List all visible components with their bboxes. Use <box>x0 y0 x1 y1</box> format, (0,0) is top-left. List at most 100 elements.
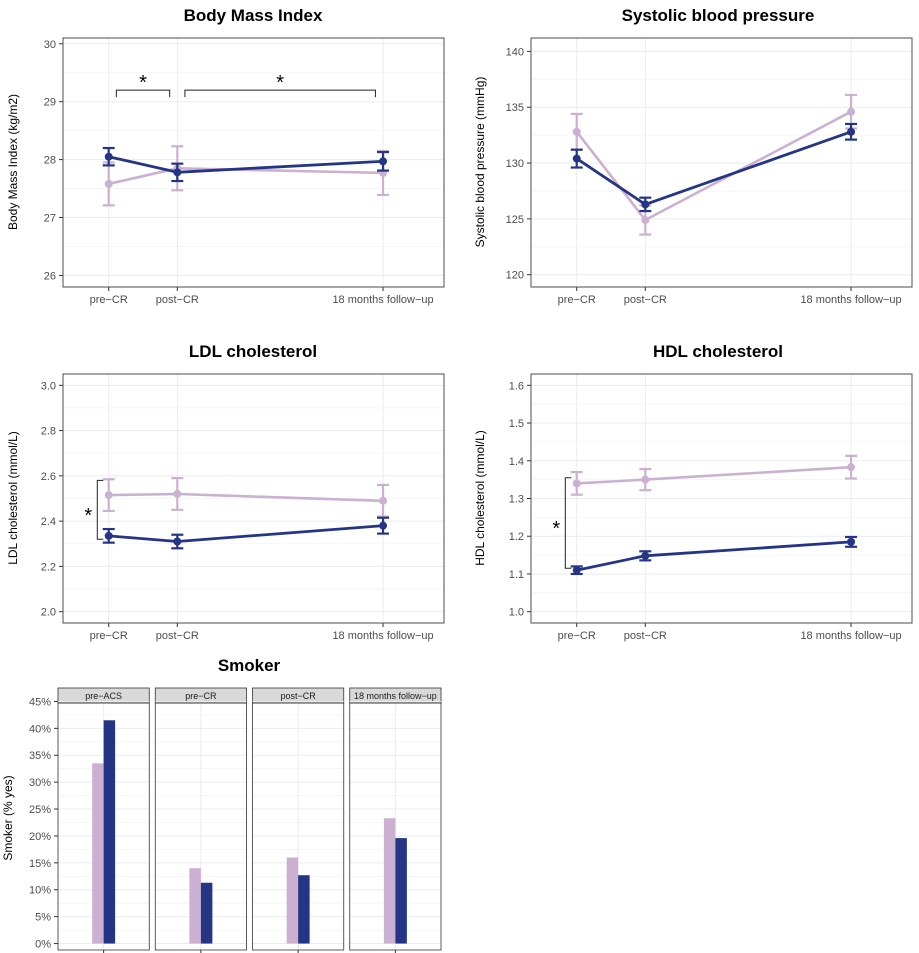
bar <box>103 720 116 944</box>
y-tick-label: 1.0 <box>509 607 524 619</box>
facet-strip-label: pre−ACS <box>85 691 122 701</box>
significance-bracket <box>96 479 104 540</box>
significance-bracket <box>184 89 376 98</box>
y-axis-label: Body Mass Index (kg/m2) <box>6 94 20 230</box>
significance-star: * <box>276 72 284 94</box>
x-tick-label: post−CR <box>624 294 667 306</box>
data-point <box>641 216 650 225</box>
bar <box>298 875 310 944</box>
y-tick-label: 1.5 <box>509 418 524 430</box>
y-tick-label: 27 <box>44 213 56 225</box>
data-point <box>641 200 650 209</box>
y-tick-label: 140 <box>506 46 524 58</box>
y-tick-label: 125 <box>506 214 524 226</box>
bar <box>92 763 104 944</box>
x-tick-label: 18 months follow−up <box>800 630 901 642</box>
data-point <box>847 127 856 136</box>
data-point <box>104 531 113 540</box>
x-tick-label: post−CR <box>624 630 667 642</box>
x-tick-label: 18 months follow−up <box>332 294 433 306</box>
plot-frame <box>62 37 445 288</box>
y-tick-label: 28 <box>44 155 56 167</box>
y-tick-label: 30% <box>29 777 51 789</box>
data-point <box>379 496 388 505</box>
data-point <box>173 168 182 177</box>
facet-strip-label: pre−CR <box>185 691 217 701</box>
y-tick-label: 45% <box>29 696 51 708</box>
significance-star: * <box>139 72 147 94</box>
y-tick-label: 2.0 <box>41 607 56 619</box>
y-axis-label: LDL cholesterol (mmol/L) <box>6 431 20 565</box>
y-tick-label: 2.4 <box>41 516 56 528</box>
y-tick-label: 1.4 <box>509 456 524 468</box>
data-point <box>847 463 856 472</box>
y-tick-label: 1.2 <box>509 531 524 543</box>
facet-frame <box>252 702 345 951</box>
y-axis-label: Smoker (% yes) <box>1 775 15 860</box>
data-point <box>572 566 581 575</box>
y-tick-label: 130 <box>506 158 524 170</box>
facet-strip-label: post−CR <box>280 691 316 701</box>
data-point <box>641 551 650 560</box>
x-tick-label: post−CR <box>156 294 199 306</box>
chart-title: Body Mass Index <box>184 6 323 25</box>
bar <box>395 838 407 944</box>
data-point <box>173 489 182 498</box>
bar <box>383 818 396 944</box>
x-tick-label: pre−CR <box>558 294 596 306</box>
data-point <box>173 537 182 546</box>
y-tick-label: 135 <box>506 102 524 114</box>
chart-title: Systolic blood pressure <box>622 6 815 25</box>
data-point <box>847 107 856 116</box>
y-tick-label: 26 <box>44 270 56 282</box>
plot-frame <box>530 37 913 288</box>
panel-hdl: HDL cholesterol HDL cholesterol (mmol/L)… <box>473 342 913 642</box>
significance-bracket <box>564 477 572 569</box>
data-point <box>572 479 581 488</box>
x-tick-label: pre−CR <box>90 294 128 306</box>
y-tick-label: 25% <box>29 804 51 816</box>
chart-title: HDL cholesterol <box>653 342 783 361</box>
y-tick-label: 15% <box>29 858 51 870</box>
plot-frame <box>62 373 445 624</box>
significance-bracket <box>115 89 171 98</box>
plot-frame <box>530 373 913 624</box>
y-tick-label: 40% <box>29 723 51 735</box>
y-tick-label: 2.2 <box>41 561 56 573</box>
significance-star: * <box>84 505 92 527</box>
data-point <box>572 127 581 136</box>
y-tick-label: 35% <box>29 750 51 762</box>
chart-title: LDL cholesterol <box>189 342 317 361</box>
panel-smoker: Smoker Smoker (% yes) 0% 5% 10% 15% 20% 25% 30… <box>1 656 442 953</box>
data-point <box>104 491 113 500</box>
y-axis-label: HDL cholesterol (mmol/L) <box>473 430 487 566</box>
y-tick-label: 29 <box>44 97 56 109</box>
x-tick-label: 18 months follow−up <box>332 630 433 642</box>
y-tick-label: 120 <box>506 270 524 282</box>
data-point <box>379 521 388 530</box>
panel-ldl: LDL cholesterol LDL cholesterol (mmol/L)… <box>6 342 445 642</box>
y-tick-label: 30 <box>44 39 56 51</box>
data-point <box>641 475 650 484</box>
facet-frame <box>154 702 247 951</box>
data-point <box>379 157 388 166</box>
y-tick-label: 1.3 <box>509 494 524 506</box>
facet-strip-label: 18 months follow−up <box>354 691 437 701</box>
y-tick-label: 3.0 <box>41 380 56 392</box>
y-tick-label: 1.6 <box>509 380 524 392</box>
chart-title: Smoker <box>218 656 281 675</box>
y-tick-label: 2.6 <box>41 471 56 483</box>
y-axis-label: Systolic blood pressure (mmHg) <box>473 77 487 248</box>
y-tick-label: 0% <box>35 939 51 951</box>
facet-frame <box>349 702 442 951</box>
data-point <box>104 179 113 188</box>
bar <box>189 868 201 944</box>
y-tick-label: 20% <box>29 831 51 843</box>
x-tick-label: 18 months follow−up <box>800 294 901 306</box>
y-tick-label: 1.1 <box>509 569 524 581</box>
panel-bmi: Body Mass Index Body Mass Index (kg/m2) … <box>6 6 445 306</box>
x-tick-label: post−CR <box>156 630 199 642</box>
y-tick-label: 10% <box>29 885 51 897</box>
